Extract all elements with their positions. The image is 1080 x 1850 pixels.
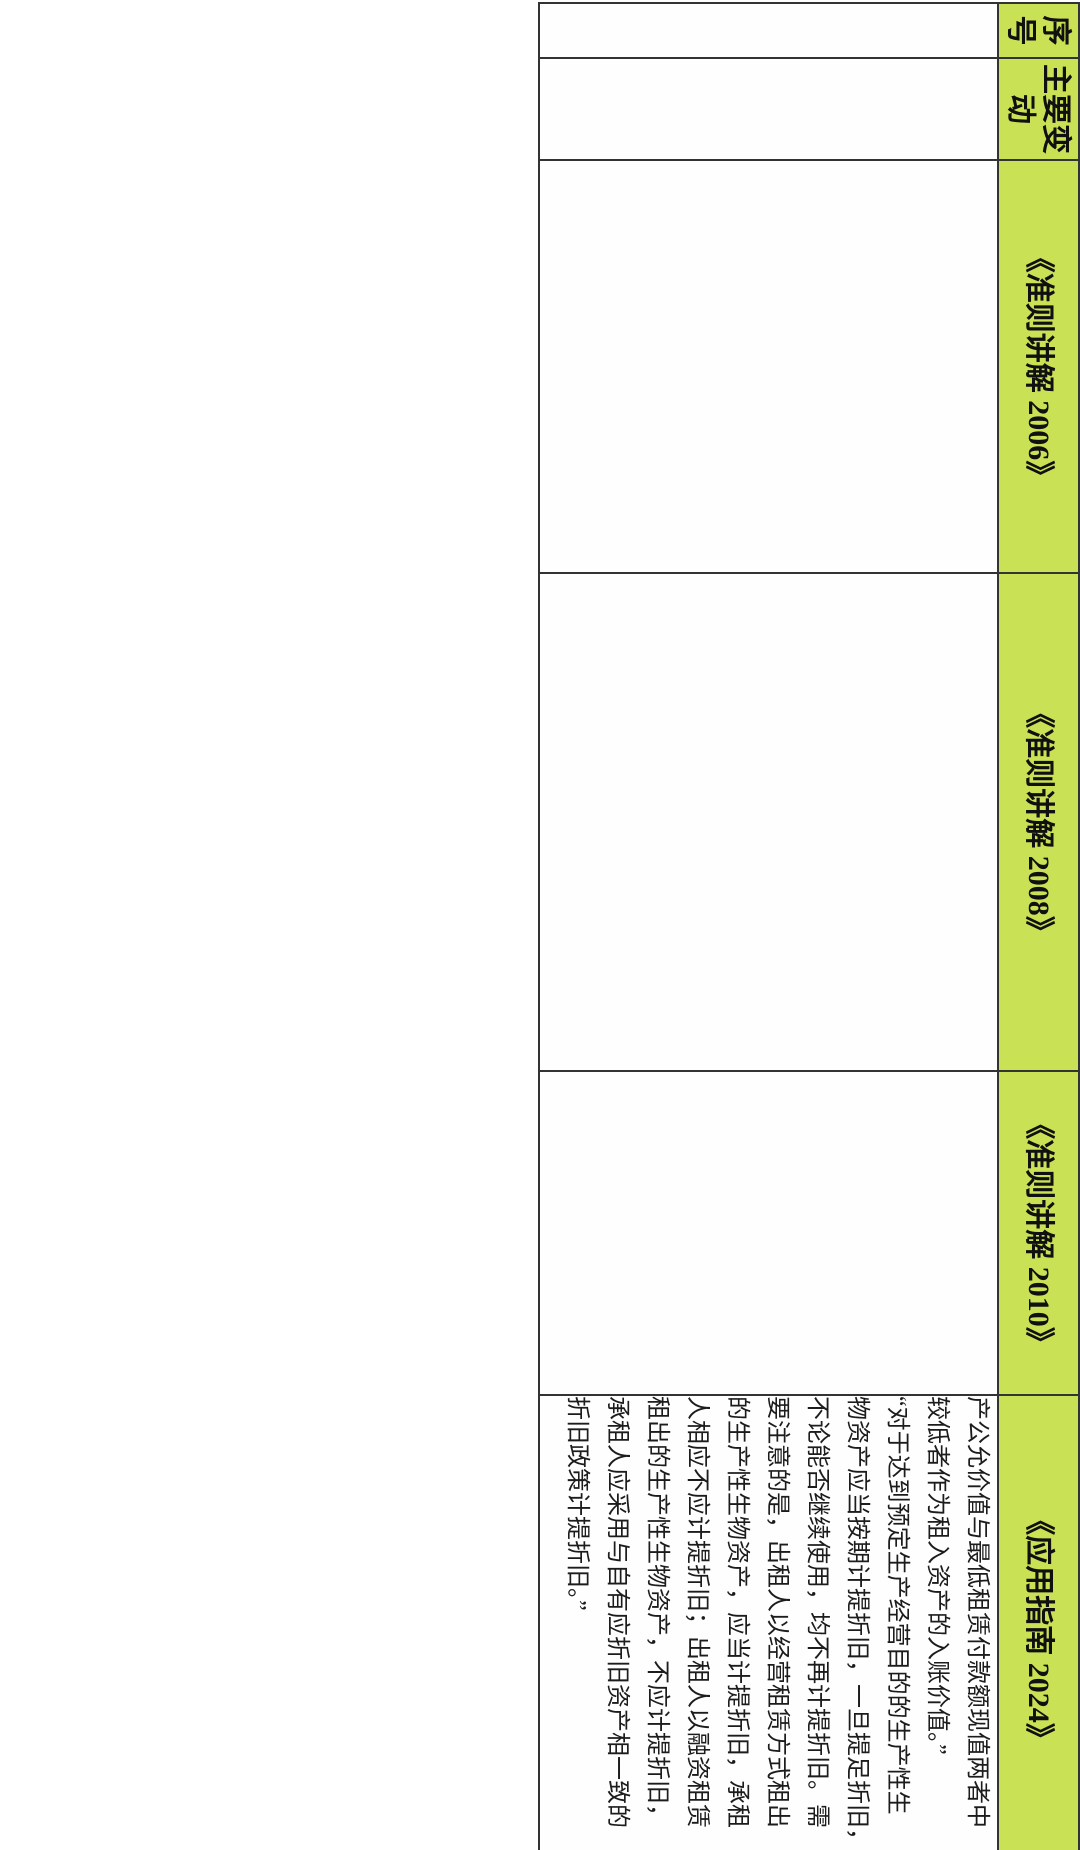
- guide-2024-text-line: 人相应不应计提折旧；出租人以融资租赁: [684, 1396, 710, 1828]
- header-cell-serial-no: 序号: [998, 3, 1079, 58]
- table-body-row: 产公允价值与最低租赁付款额现值两者中 较低者作为租入资产的入账价值。” “对于达…: [539, 3, 998, 1850]
- guide-2024-text-line: 不论能否继续使用，均不再计提折旧。需: [804, 1396, 830, 1828]
- header-cell-jiangjie-2008: 《准则讲解 2008》: [998, 573, 1079, 1071]
- guide-2024-text-line: “对于达到预定生产经营目的的生产性生: [884, 1396, 910, 1815]
- guide-2024-text-line: 的生产性生物资产，应当计提折旧，承租: [724, 1396, 750, 1828]
- guide-2024-text-line: 产公允价值与最低租赁付款额现值两者中: [964, 1396, 990, 1828]
- header-label-jiangjie-2008: 《准则讲解 2008》: [1022, 698, 1055, 946]
- header-cell-yingyong-zhinan-2024: 《应用指南 2024》: [998, 1395, 1079, 1850]
- header-cell-jiangjie-2010: 《准则讲解 2010》: [998, 1071, 1079, 1395]
- body-cell-main-change: [539, 58, 998, 160]
- header-label-main-change: 主要变动: [1004, 64, 1073, 154]
- header-label-jiangjie-2010: 《准则讲解 2010》: [1022, 1109, 1055, 1357]
- guide-2024-text-line: 物资产应当按期计提折旧，一旦提足折旧，: [844, 1396, 870, 1850]
- body-cell-yingyong-zhinan-2024: 产公允价值与最低租赁付款额现值两者中 较低者作为租入资产的入账价值。” “对于达…: [539, 1395, 998, 1850]
- guide-2024-text-line: 承租人应采用与自有应折旧资产相一致的: [604, 1396, 630, 1828]
- header-cell-main-change: 主要变动: [998, 58, 1079, 160]
- standards-comparison-table: 序号 主要变动 《准则讲解 2006》 《准则讲解 2008》 《准则讲解 20…: [538, 2, 1080, 1850]
- header-cell-jiangjie-2006: 《准则讲解 2006》: [998, 160, 1079, 573]
- guide-2024-text-line: 租出的生产性生物资产，不应计提折旧，: [644, 1396, 670, 1828]
- guide-2024-text-line: 折旧政策计提折旧。”: [564, 1396, 590, 1611]
- guide-2024-text-line: 较低者作为租入资产的入账价值。”: [924, 1396, 950, 1755]
- body-cell-jiangjie-2010: [539, 1071, 998, 1395]
- body-cell-jiangjie-2008: [539, 573, 998, 1071]
- body-cell-jiangjie-2006: [539, 160, 998, 573]
- body-cell-serial-no: [539, 3, 998, 58]
- guide-2024-text-line: 要注意的是，出租人以经营租赁方式租出: [764, 1396, 790, 1828]
- header-label-yingyong-zhinan-2024: 《应用指南 2024》: [1022, 1505, 1055, 1753]
- header-label-serial-no: 序号: [1004, 15, 1073, 46]
- table-header-row: 序号 主要变动 《准则讲解 2006》 《准则讲解 2008》 《准则讲解 20…: [998, 3, 1079, 1850]
- header-label-jiangjie-2006: 《准则讲解 2006》: [1022, 242, 1055, 491]
- rotated-table-container: 序号 主要变动 《准则讲解 2006》 《准则讲解 2008》 《准则讲解 20…: [538, 2, 1080, 1850]
